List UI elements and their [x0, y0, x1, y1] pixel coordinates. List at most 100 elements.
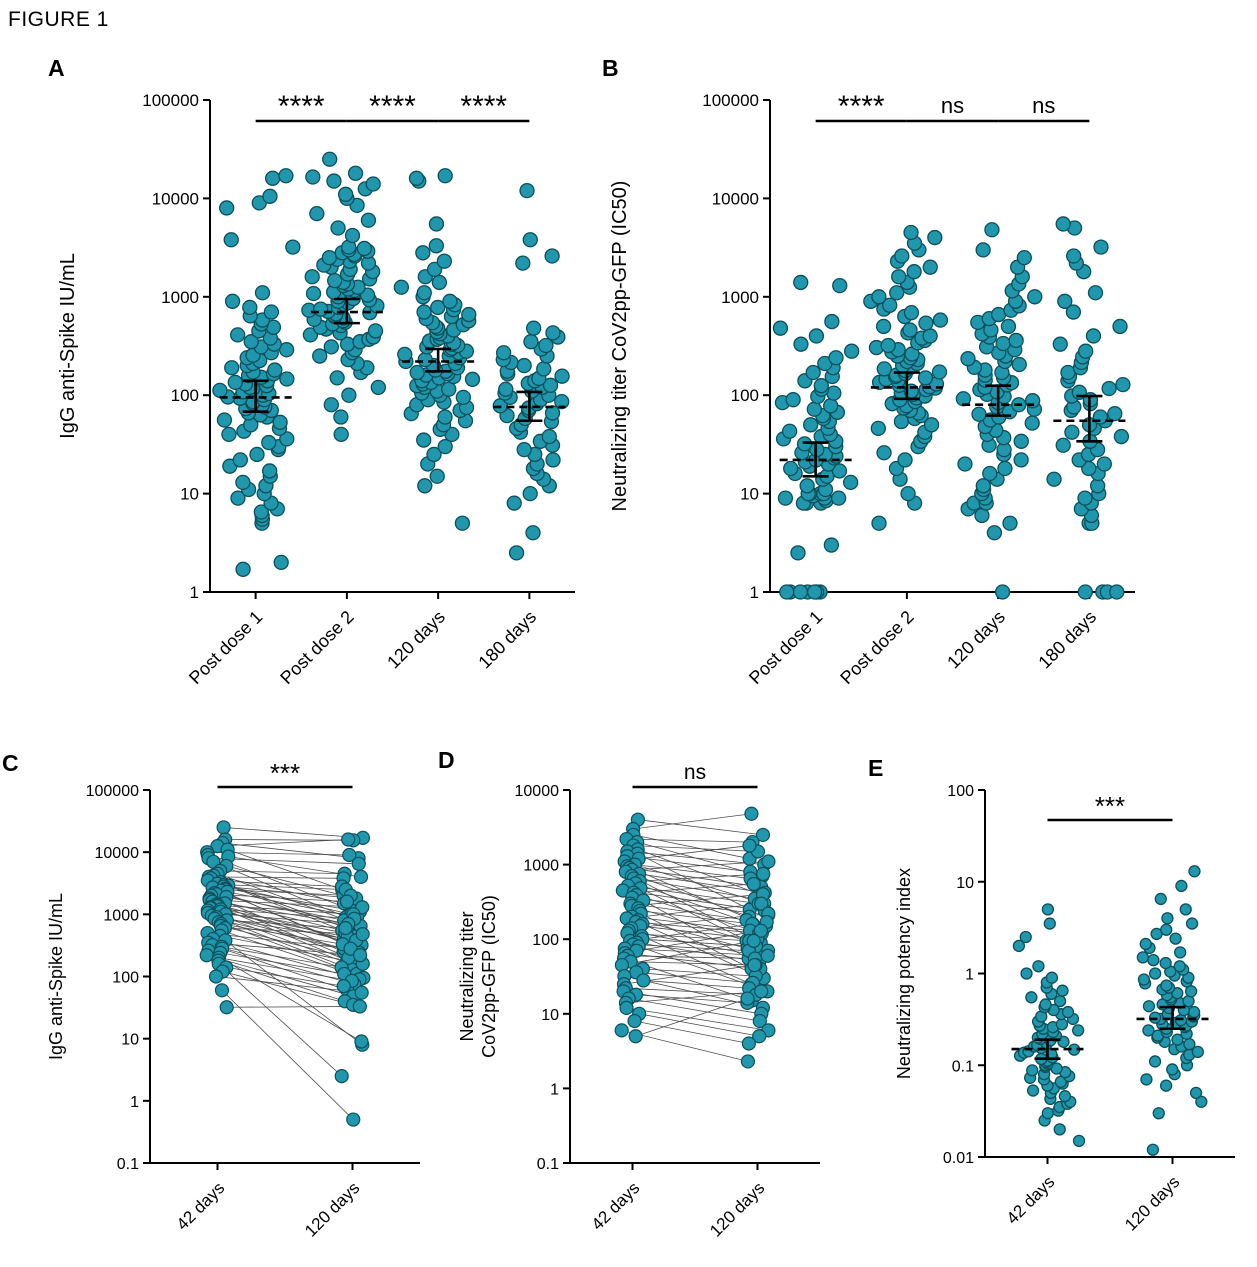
y-tick-label: 10000: [515, 783, 560, 800]
data-point: [1171, 1033, 1184, 1046]
data-point: [426, 261, 443, 278]
data-point: [1113, 428, 1130, 445]
data-point: [1093, 239, 1109, 255]
data-point: [796, 436, 813, 452]
data-point: [1077, 490, 1093, 506]
data-point: [1065, 304, 1082, 320]
data-point: [262, 463, 278, 479]
pair-line: [621, 940, 754, 966]
data-point: [339, 894, 355, 909]
data-point: [322, 151, 338, 167]
data-point: [1159, 956, 1172, 970]
data-point: [917, 370, 934, 386]
x-category-label: 120 days: [1121, 1172, 1183, 1234]
data-point: [417, 478, 433, 494]
significance-label: ns: [684, 761, 706, 784]
data-point: [870, 420, 886, 437]
data-point: [1046, 471, 1062, 487]
data-point: [1107, 405, 1123, 422]
y-axis-label: CoV2pp-GFP (IC50): [479, 895, 499, 1058]
data-point: [986, 525, 1003, 541]
data-point: [416, 432, 432, 448]
data-point: [516, 357, 532, 374]
y-tick-label: 10: [956, 875, 974, 892]
data-point: [415, 245, 431, 261]
y-tick-label: 100: [532, 932, 559, 949]
data-point: [1147, 953, 1160, 967]
pair-line: [642, 923, 764, 979]
data-point: [772, 320, 789, 336]
data-point: [370, 379, 386, 396]
data-point: [208, 969, 224, 984]
data-point: [808, 328, 825, 344]
data-point: [960, 351, 976, 367]
data-point: [882, 297, 898, 313]
data-point: [906, 264, 922, 280]
data-point: [216, 820, 231, 835]
data-point: [1148, 1055, 1162, 1068]
data-point: [760, 948, 775, 963]
pair-line: [221, 990, 354, 1120]
data-point: [783, 460, 799, 477]
x-category-label: 42 days: [173, 1178, 229, 1234]
data-point: [1109, 584, 1125, 600]
data-point: [235, 474, 251, 491]
y-axis-label: Neutralizing titer: [457, 911, 477, 1041]
y-tick-label: 1: [965, 967, 974, 984]
y-axis-label: IgG anti-Spike IU/mL: [57, 253, 79, 439]
data-point: [430, 299, 446, 316]
pair-line: [225, 913, 349, 925]
data-point: [1149, 967, 1162, 980]
pair-line: [218, 963, 342, 1077]
data-point: [355, 927, 370, 942]
data-point: [554, 393, 570, 410]
data-point: [777, 490, 794, 506]
data-point: [323, 397, 339, 413]
data-point: [761, 854, 776, 869]
data-point: [830, 490, 847, 506]
data-point: [900, 485, 916, 502]
data-point: [305, 169, 321, 185]
x-category-label: 42 days: [1003, 1172, 1059, 1228]
y-tick-label: 10: [121, 1032, 139, 1049]
data-point: [409, 364, 425, 381]
data-point: [931, 364, 948, 380]
y-tick-label: 1: [190, 583, 199, 602]
figure-title: FIGURE 1: [8, 8, 109, 31]
pair-line: [633, 845, 758, 852]
data-point: [1027, 289, 1043, 305]
data-point: [957, 456, 973, 472]
pair-line: [634, 1020, 749, 1044]
data-point: [436, 253, 453, 269]
pair-line: [623, 990, 762, 1015]
data-point: [790, 545, 806, 561]
panel-e-chart: 0.01 0.1 1 10 100 42 days 120 days Neutralizing…: [894, 783, 1235, 1235]
data-point: [242, 299, 258, 316]
pair-line: [220, 870, 345, 875]
data-point: [327, 272, 343, 289]
pair-line: [627, 885, 759, 905]
data-point: [1161, 912, 1174, 925]
pair-line: [639, 910, 753, 925]
pair-line: [214, 892, 347, 925]
data-point: [353, 948, 368, 963]
y-tick-label: 10000: [712, 189, 759, 208]
data-point: [1085, 328, 1102, 344]
pair-line: [227, 849, 343, 890]
pair-line: [211, 915, 352, 970]
data-point: [1087, 285, 1104, 301]
significance-label: ***: [1095, 791, 1125, 821]
data-point: [875, 318, 892, 335]
x-category-label: Post dose 1: [745, 607, 826, 688]
data-point: [538, 337, 554, 354]
data-point: [803, 417, 819, 433]
y-tick-label: 1: [130, 1094, 139, 1111]
data-point: [971, 406, 987, 422]
data-point: [922, 259, 938, 275]
significance-label: ****: [838, 90, 885, 123]
data-point: [1071, 1024, 1085, 1037]
panel-label-e: E: [868, 755, 884, 781]
data-point: [272, 414, 288, 430]
y-tick-label: 0.1: [537, 1156, 559, 1173]
